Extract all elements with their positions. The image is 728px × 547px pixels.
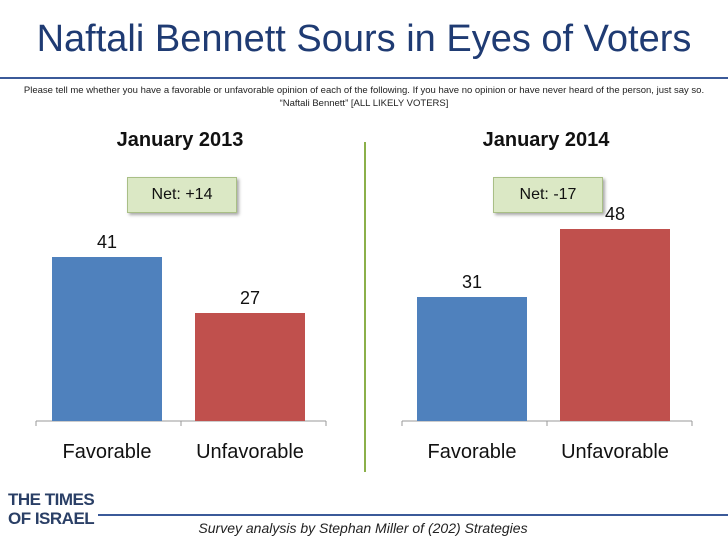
category-label: Unfavorable (561, 441, 669, 463)
data-label: 31 (462, 272, 482, 292)
times-of-israel-logo: THE TIMES OF ISRAEL (8, 490, 95, 528)
data-label: 27 (240, 288, 260, 308)
chart-title-2013: January 2013 (116, 129, 244, 151)
logo-line-1: THE TIMES (8, 490, 95, 509)
chart-title-2014: January 2014 (482, 129, 610, 151)
bar-favorable (52, 257, 162, 421)
footer-credit: Survey analysis by Stephan Miller of (20… (198, 520, 528, 536)
logo-line-2: OF ISRAEL (8, 509, 95, 528)
data-label: 41 (97, 232, 117, 252)
bar-unfavorable (195, 313, 305, 421)
bar-unfavorable (560, 229, 670, 421)
data-label: 48 (605, 204, 625, 224)
net-badge-2014: Net: -17 (493, 177, 603, 213)
footer-divider (98, 514, 728, 516)
bar-favorable (417, 297, 527, 421)
page-title: Naftali Bennett Sours in Eyes of Voters (36, 18, 692, 60)
title-divider (0, 77, 728, 79)
net-badge-2013: Net: +14 (127, 177, 237, 213)
panel-divider (364, 142, 366, 472)
category-label: Favorable (63, 441, 152, 463)
survey-question: Please tell me whether you have a favora… (23, 85, 705, 109)
category-label: Unfavorable (196, 441, 304, 463)
category-label: Favorable (428, 441, 517, 463)
